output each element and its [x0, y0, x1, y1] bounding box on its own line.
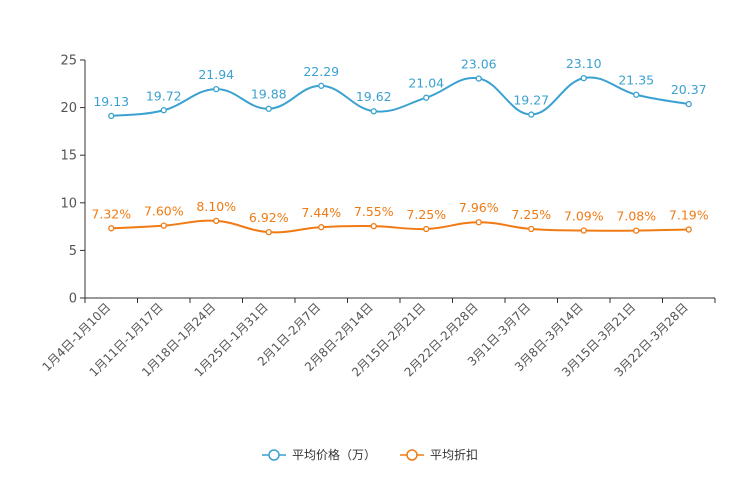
y-tick-label: 15: [60, 149, 77, 164]
data-label: 19.13: [93, 94, 129, 109]
data-label: 19.27: [513, 93, 549, 108]
data-point: [685, 226, 692, 233]
data-label: 19.88: [251, 87, 287, 102]
data-point: [528, 225, 535, 233]
data-label: 20.37: [671, 82, 707, 97]
data-point: [685, 100, 692, 108]
legend-label: 平均价格（万）: [292, 447, 376, 462]
legend-marker: [406, 449, 418, 461]
data-label: 7.96%: [459, 200, 499, 215]
data-label: 7.19%: [669, 208, 709, 223]
data-point: [475, 219, 482, 226]
series-layer: 19.13 19.72 21.94 19.88 22.29 19.62 21.04 23.06…: [91, 56, 709, 236]
y-tick-label: 25: [60, 54, 77, 69]
legend-item-1: 平均价格（万）: [262, 447, 376, 462]
data-point: [423, 225, 430, 233]
data-label: 7.55%: [354, 204, 394, 219]
legend: 平均价格（万） 平均折扣: [262, 447, 478, 462]
data-point: [213, 217, 220, 225]
y-tick-label: 20: [60, 101, 77, 116]
data-point: [370, 108, 377, 115]
data-point: [318, 224, 325, 231]
data-label: 7.32%: [91, 206, 131, 221]
data-label: 19.72: [146, 88, 182, 103]
data-label: 7.25%: [511, 207, 551, 222]
data-label: 7.60%: [144, 204, 184, 219]
data-label: 23.10: [566, 56, 602, 71]
series-1: 19.13 19.72 21.94 19.88 22.29 19.62 21.04 23.06…: [93, 56, 707, 120]
data-label: 23.06: [461, 56, 497, 71]
y-axis: 0 5 10 15 20 25: [60, 54, 86, 307]
data-point: [160, 222, 167, 229]
series-2: 7.32% 7.60% 8.10% 6.92% 7.44% 7.55% 7.25% 7.96%…: [91, 199, 709, 236]
data-point: [580, 74, 587, 82]
data-point: [108, 225, 115, 232]
data-label: 8.10%: [196, 199, 236, 214]
data-label: 21.94: [198, 67, 234, 82]
data-label: 7.09%: [564, 209, 604, 224]
y-tick-label: 0: [69, 292, 77, 307]
data-point: [423, 94, 430, 101]
data-point: [108, 112, 115, 120]
legend-item-2: 平均折扣: [400, 447, 478, 462]
data-label: 7.08%: [616, 209, 656, 224]
data-point: [475, 75, 482, 82]
legend-label: 平均折扣: [430, 447, 478, 462]
series-line: [111, 219, 689, 234]
y-tick-label: 10: [60, 196, 77, 211]
data-label: 22.29: [303, 64, 339, 79]
data-label: 21.04: [408, 76, 444, 91]
data-label: 6.92%: [249, 210, 289, 225]
x-axis: 1月4日-1月10日1月11日-1月17日1月18日-1月24日1月25日-1月…: [39, 297, 716, 380]
data-point: [265, 105, 272, 112]
data-label: 7.25%: [406, 207, 446, 222]
data-point: [633, 91, 640, 98]
data-point: [370, 222, 377, 230]
data-point: [528, 111, 535, 118]
data-point: [318, 82, 325, 89]
data-point: [580, 227, 587, 234]
data-label: 21.35: [618, 73, 654, 88]
legend-marker: [268, 449, 280, 461]
data-label: 7.44%: [301, 205, 341, 220]
data-label: 19.62: [356, 89, 392, 104]
data-point: [265, 228, 272, 236]
data-point: [160, 107, 167, 114]
data-point: [633, 227, 640, 234]
series-line: [111, 76, 689, 117]
data-point: [213, 85, 220, 93]
y-tick-label: 5: [69, 244, 77, 259]
